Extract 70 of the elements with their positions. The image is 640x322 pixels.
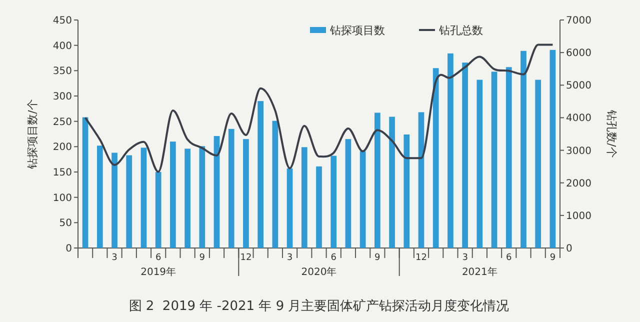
x-tick-label: 12: [416, 253, 427, 263]
bar: [96, 146, 103, 248]
bar: [330, 156, 337, 248]
x-tick-label: 3: [462, 253, 468, 263]
bar: [228, 128, 234, 248]
y-tick-label: 0: [66, 244, 72, 254]
y-tick-label: 450: [52, 16, 72, 26]
text: 2020年: [301, 266, 337, 278]
bar: [243, 139, 249, 248]
bar: [272, 120, 278, 248]
bar: [184, 148, 190, 248]
bar: [170, 142, 176, 248]
legend-label: 钻探项目数: [329, 24, 385, 37]
bar: [432, 68, 439, 248]
bar: [301, 147, 308, 248]
y2-tick-label: 7000: [566, 16, 592, 26]
bar: [345, 139, 352, 248]
bar: [199, 146, 206, 248]
text: 2019年: [140, 266, 176, 278]
bar: [316, 166, 322, 248]
bar: [82, 117, 88, 248]
bar: [550, 50, 556, 248]
x-tick-label: 9: [199, 253, 206, 263]
x-tick-label: 12: [240, 253, 252, 263]
text: 2021年: [462, 266, 498, 278]
bar: [140, 148, 147, 248]
y2-axis-title: 钻孔数/个: [605, 109, 618, 158]
x-tick-label: 9: [550, 253, 556, 263]
y-tick-label: 50: [59, 218, 72, 230]
x-tick-label: 6: [155, 253, 162, 263]
bar: [360, 151, 366, 248]
bar: [535, 80, 542, 248]
bar: [214, 136, 220, 248]
y2-tick-label: 6000: [566, 48, 592, 60]
bar: [404, 134, 410, 248]
bar: [520, 50, 526, 248]
y2-tick-label: 5000: [566, 80, 592, 92]
bar: [448, 53, 454, 248]
y2-tick-label: 2000: [566, 178, 592, 190]
y2-tick-label: 4000: [566, 113, 592, 124]
y-tick-label: 100: [52, 192, 72, 204]
y-axis-title: 钻探项目数/个: [26, 99, 39, 170]
bar: [389, 116, 395, 248]
bar: [155, 172, 162, 248]
text: 图 2 2019 年 -2021 年 9 月主要固体矿产钻探活动月度变化情况: [128, 298, 510, 314]
bar: [374, 112, 380, 248]
bar: [126, 155, 132, 248]
y-tick-label: 350: [52, 66, 72, 78]
bar: [462, 62, 468, 248]
y2-tick-label: 3000: [566, 146, 592, 157]
y-tick-label: 250: [52, 116, 72, 128]
x-tick-label: 6: [506, 253, 512, 263]
y-tick-label: 400: [52, 40, 72, 52]
y-tick-label: 150: [52, 168, 72, 178]
y2-tick-label: 1000: [566, 210, 592, 222]
bar: [112, 152, 118, 248]
x-tick-label: 3: [286, 253, 293, 263]
x-tick-label: 3: [112, 253, 118, 263]
y-tick-label: 300: [52, 92, 72, 102]
bar: [286, 168, 293, 248]
legend-label: 钻孔总数: [438, 24, 483, 37]
x-tick-label: 9: [374, 253, 381, 263]
bar: [506, 67, 512, 248]
x-tick-label: 6: [330, 253, 337, 263]
bar: [258, 101, 264, 248]
y-tick-label: 200: [52, 142, 72, 154]
bar: [491, 72, 498, 248]
bar: [476, 80, 483, 248]
y2-tick-label: 0: [566, 244, 572, 254]
bar: [418, 112, 424, 248]
